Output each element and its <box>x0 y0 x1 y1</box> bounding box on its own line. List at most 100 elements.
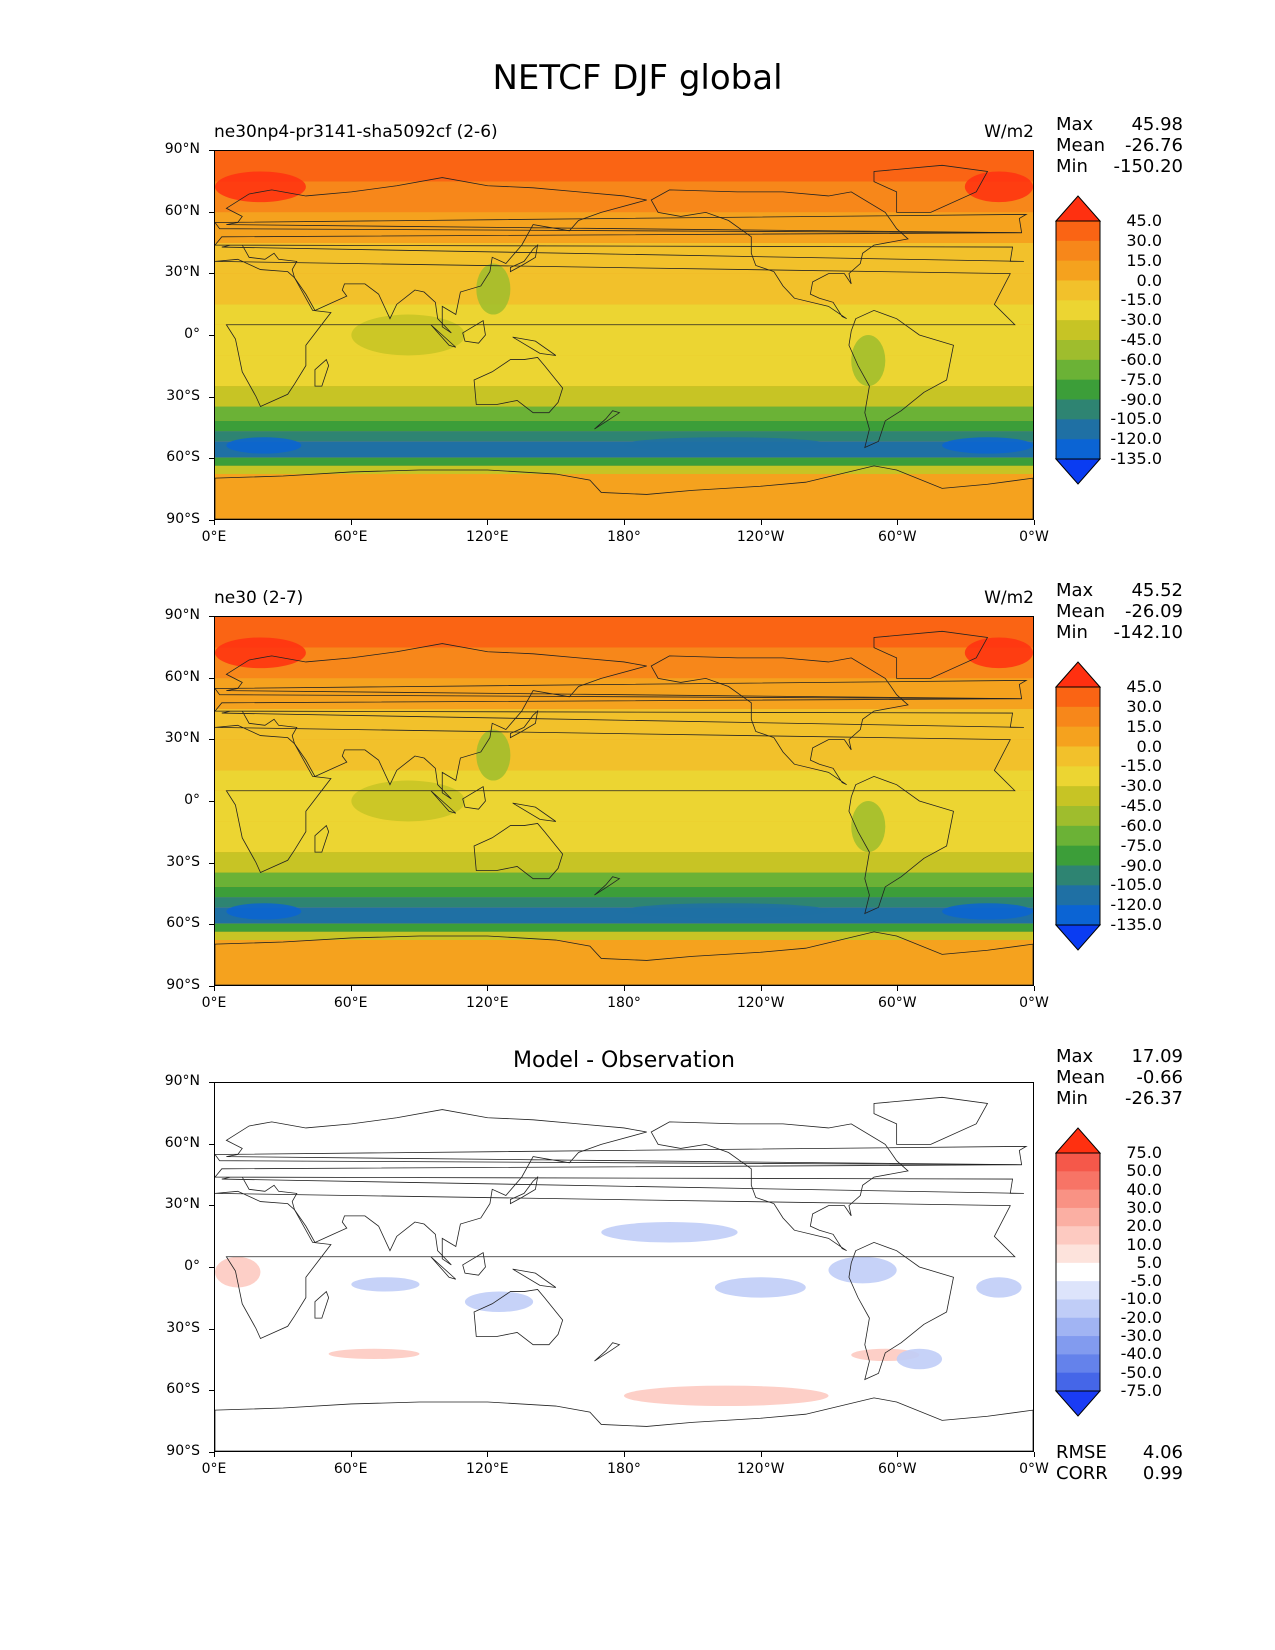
field-band <box>215 940 1033 985</box>
y-tick-mark <box>209 862 214 864</box>
colorbar-tick-label: -45.0 <box>1120 330 1162 349</box>
stat-label: Mean <box>1056 1067 1106 1088</box>
stat-row: Mean -26.09 <box>1056 601 1183 622</box>
colorbar-extend-top <box>1054 661 1102 688</box>
field-band <box>215 770 1033 791</box>
colorbar-frame <box>1055 220 1101 460</box>
y-tick-mark <box>209 1452 214 1453</box>
colorbar-tick-label: -135.0 <box>1110 915 1162 934</box>
field-band <box>215 790 1033 822</box>
stat-label: RMSE <box>1056 1442 1107 1463</box>
y-tick-label: 90°N <box>164 1073 200 1089</box>
coastline <box>848 776 954 915</box>
coastline <box>873 164 989 213</box>
coastline <box>848 310 954 449</box>
y-tick-label: 30°N <box>164 264 200 281</box>
y-tick-mark <box>209 739 214 741</box>
stat-label: Min <box>1056 622 1088 643</box>
colorbar-swatch <box>1056 786 1100 807</box>
field-patch <box>215 637 306 669</box>
colorbar-tick-label: -10.0 <box>1120 1289 1162 1309</box>
colorbar-swatch <box>1056 687 1100 708</box>
x-tick-label: 60°E <box>333 1461 368 1477</box>
y-tick-mark <box>209 150 214 151</box>
field-patch <box>942 903 1033 920</box>
y-tick-mark <box>209 1205 214 1207</box>
field-band <box>215 678 1033 709</box>
field-band <box>215 907 1033 924</box>
stat-row: Max 45.52 <box>1056 580 1183 601</box>
colorbar-swatches <box>1054 661 1102 951</box>
field-patch <box>226 903 302 920</box>
stat-label: Mean <box>1056 601 1106 622</box>
coastline <box>873 630 989 679</box>
coastline <box>848 1242 954 1381</box>
colorbar-tick-label: 30.0 <box>1126 230 1162 250</box>
y-tick-mark <box>209 335 214 336</box>
field-band <box>215 324 1033 356</box>
y-tick-label: 0° <box>184 1258 200 1274</box>
coastline <box>215 724 1016 874</box>
coastline <box>314 358 330 387</box>
colorbar-swatch <box>1056 1244 1100 1264</box>
field-band <box>215 739 1033 771</box>
field-patch <box>624 903 829 918</box>
y-tick-label: 90°N <box>164 607 200 623</box>
colorbar-swatch <box>1056 439 1100 460</box>
colorbar-frame <box>1055 1152 1101 1392</box>
stat-value: 4.06 <box>1142 1442 1183 1463</box>
coastline <box>873 1096 989 1145</box>
field-band <box>215 151 1033 182</box>
colorbar-tick-label: -90.0 <box>1120 855 1162 875</box>
stat-row: Min -142.10 <box>1056 622 1183 643</box>
stat-row: Min -150.20 <box>1056 156 1183 177</box>
coastline <box>462 1252 486 1276</box>
x-tick-mark <box>350 986 352 991</box>
colorbar-swatch <box>1056 1354 1100 1374</box>
field-band <box>215 897 1033 908</box>
colorbar-swatch <box>1056 379 1100 400</box>
x-tick-mark <box>760 520 762 525</box>
y-tick-mark <box>209 1143 214 1145</box>
x-tick-mark <box>760 1452 762 1457</box>
colorbar-tick-label: -20.0 <box>1120 1307 1162 1327</box>
coastline <box>594 876 621 896</box>
field-band <box>215 474 1033 519</box>
coastline <box>473 1289 564 1346</box>
stat-row: CORR 0.99 <box>1056 1463 1183 1484</box>
coastline <box>430 1256 457 1280</box>
coastline <box>215 1109 1024 1266</box>
colorbar-swatch <box>1056 260 1100 281</box>
colorbar-extend-bottom <box>1054 924 1102 951</box>
colorbar-tick-label: -15.0 <box>1120 756 1162 776</box>
x-tick-mark <box>487 520 489 525</box>
x-tick-label: 60°E <box>333 995 368 1011</box>
stat-value: 17.09 <box>1131 1046 1183 1067</box>
colorbar-swatch <box>1056 1226 1100 1246</box>
diff-patch <box>896 1348 943 1370</box>
x-tick-label: 60°W <box>877 1461 917 1477</box>
field-patch <box>964 171 1033 203</box>
panel-2: Model - Observation 90°N 60°N 30°N 0° 30°S 60°… <box>0 0 1275 1484</box>
coastline <box>512 336 557 356</box>
field-patch <box>215 171 306 203</box>
x-tick-mark <box>214 986 215 991</box>
x-tick-label: 60°W <box>877 529 917 545</box>
panel-center-title: Model - Observation <box>513 1048 735 1073</box>
coastline <box>650 189 909 320</box>
y-tick-label: 30°S <box>166 853 200 870</box>
field-band <box>215 420 1033 432</box>
stat-label: Min <box>1056 1088 1088 1109</box>
field-band <box>215 441 1033 458</box>
x-tick-mark <box>487 1452 489 1457</box>
stat-row: Mean -26.76 <box>1056 135 1183 156</box>
colorbar-swatch <box>1056 865 1100 886</box>
stat-value: -26.37 <box>1124 1088 1183 1109</box>
coastline <box>215 1190 1016 1340</box>
diff-patch <box>601 1222 738 1243</box>
field-band <box>215 465 1033 475</box>
colorbar-tick-label: 30.0 <box>1126 696 1162 716</box>
panel-units: W/m2 <box>984 122 1034 142</box>
coastline <box>430 790 457 814</box>
